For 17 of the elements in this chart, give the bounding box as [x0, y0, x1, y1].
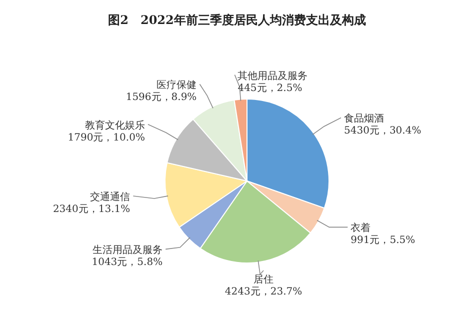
data-label: 1790元，10.0%	[68, 132, 145, 144]
slice-label: 衣着	[350, 222, 371, 234]
chart-title: 图2 2022年前三季度居民人均消费支出及构成	[108, 13, 366, 27]
slice-label: 教育文化娱乐	[84, 119, 145, 132]
data-label: 4243元，23.7%	[224, 286, 302, 298]
slice-label: 其他用品及服务	[238, 70, 308, 82]
slice-label: 医疗保健	[156, 79, 197, 92]
slice-label: 交通通信	[90, 191, 130, 204]
data-label: 445元，2.5%	[238, 82, 302, 94]
data-label: 991元，5.5%	[350, 235, 416, 246]
slice-label: 食品烟酒	[344, 112, 384, 125]
data-label: 1043元，5.8%	[92, 257, 163, 268]
data-label: 5430元，30.4%	[344, 126, 422, 137]
data-label: 2340元，13.1%	[52, 204, 130, 216]
data-label: 1596元，8.9%	[126, 92, 197, 104]
slice-label: 生活用品及服务	[92, 244, 163, 256]
slice-label: 居住	[254, 274, 274, 286]
